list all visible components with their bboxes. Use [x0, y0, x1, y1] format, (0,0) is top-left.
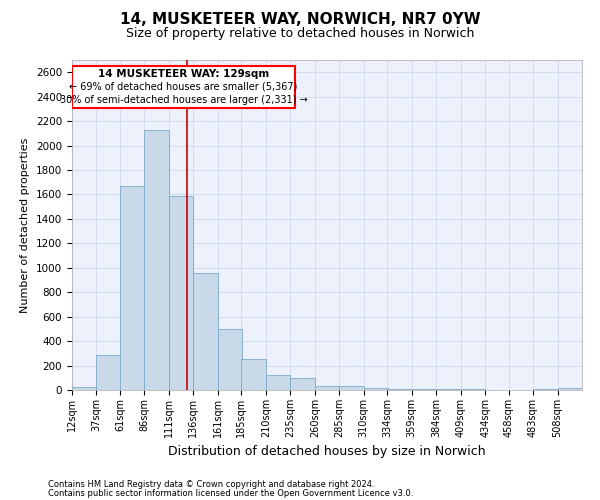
Bar — [461, 389, 485, 390]
Bar — [290, 378, 315, 390]
Bar — [387, 388, 412, 390]
Bar — [241, 360, 266, 390]
Bar — [266, 376, 290, 390]
Bar — [193, 272, 218, 390]
Bar — [72, 66, 295, 108]
Bar — [120, 186, 145, 390]
Bar — [145, 130, 169, 390]
Text: Size of property relative to detached houses in Norwich: Size of property relative to detached ho… — [126, 28, 474, 40]
Bar — [72, 387, 97, 390]
Bar — [412, 389, 436, 390]
Bar — [315, 386, 339, 390]
Text: Contains HM Land Registry data © Crown copyright and database right 2024.: Contains HM Land Registry data © Crown c… — [48, 480, 374, 489]
Bar — [218, 329, 242, 390]
Bar — [339, 386, 364, 390]
Bar — [364, 388, 388, 390]
Text: 30% of semi-detached houses are larger (2,331) →: 30% of semi-detached houses are larger (… — [60, 95, 307, 105]
Bar — [97, 354, 121, 390]
Bar — [557, 388, 582, 390]
X-axis label: Distribution of detached houses by size in Norwich: Distribution of detached houses by size … — [168, 446, 486, 458]
Text: 14, MUSKETEER WAY, NORWICH, NR7 0YW: 14, MUSKETEER WAY, NORWICH, NR7 0YW — [119, 12, 481, 28]
Y-axis label: Number of detached properties: Number of detached properties — [20, 138, 31, 312]
Text: 14 MUSKETEER WAY: 129sqm: 14 MUSKETEER WAY: 129sqm — [98, 68, 269, 78]
Text: ← 69% of detached houses are smaller (5,367): ← 69% of detached houses are smaller (5,… — [70, 82, 298, 92]
Text: Contains public sector information licensed under the Open Government Licence v3: Contains public sector information licen… — [48, 488, 413, 498]
Bar — [169, 196, 193, 390]
